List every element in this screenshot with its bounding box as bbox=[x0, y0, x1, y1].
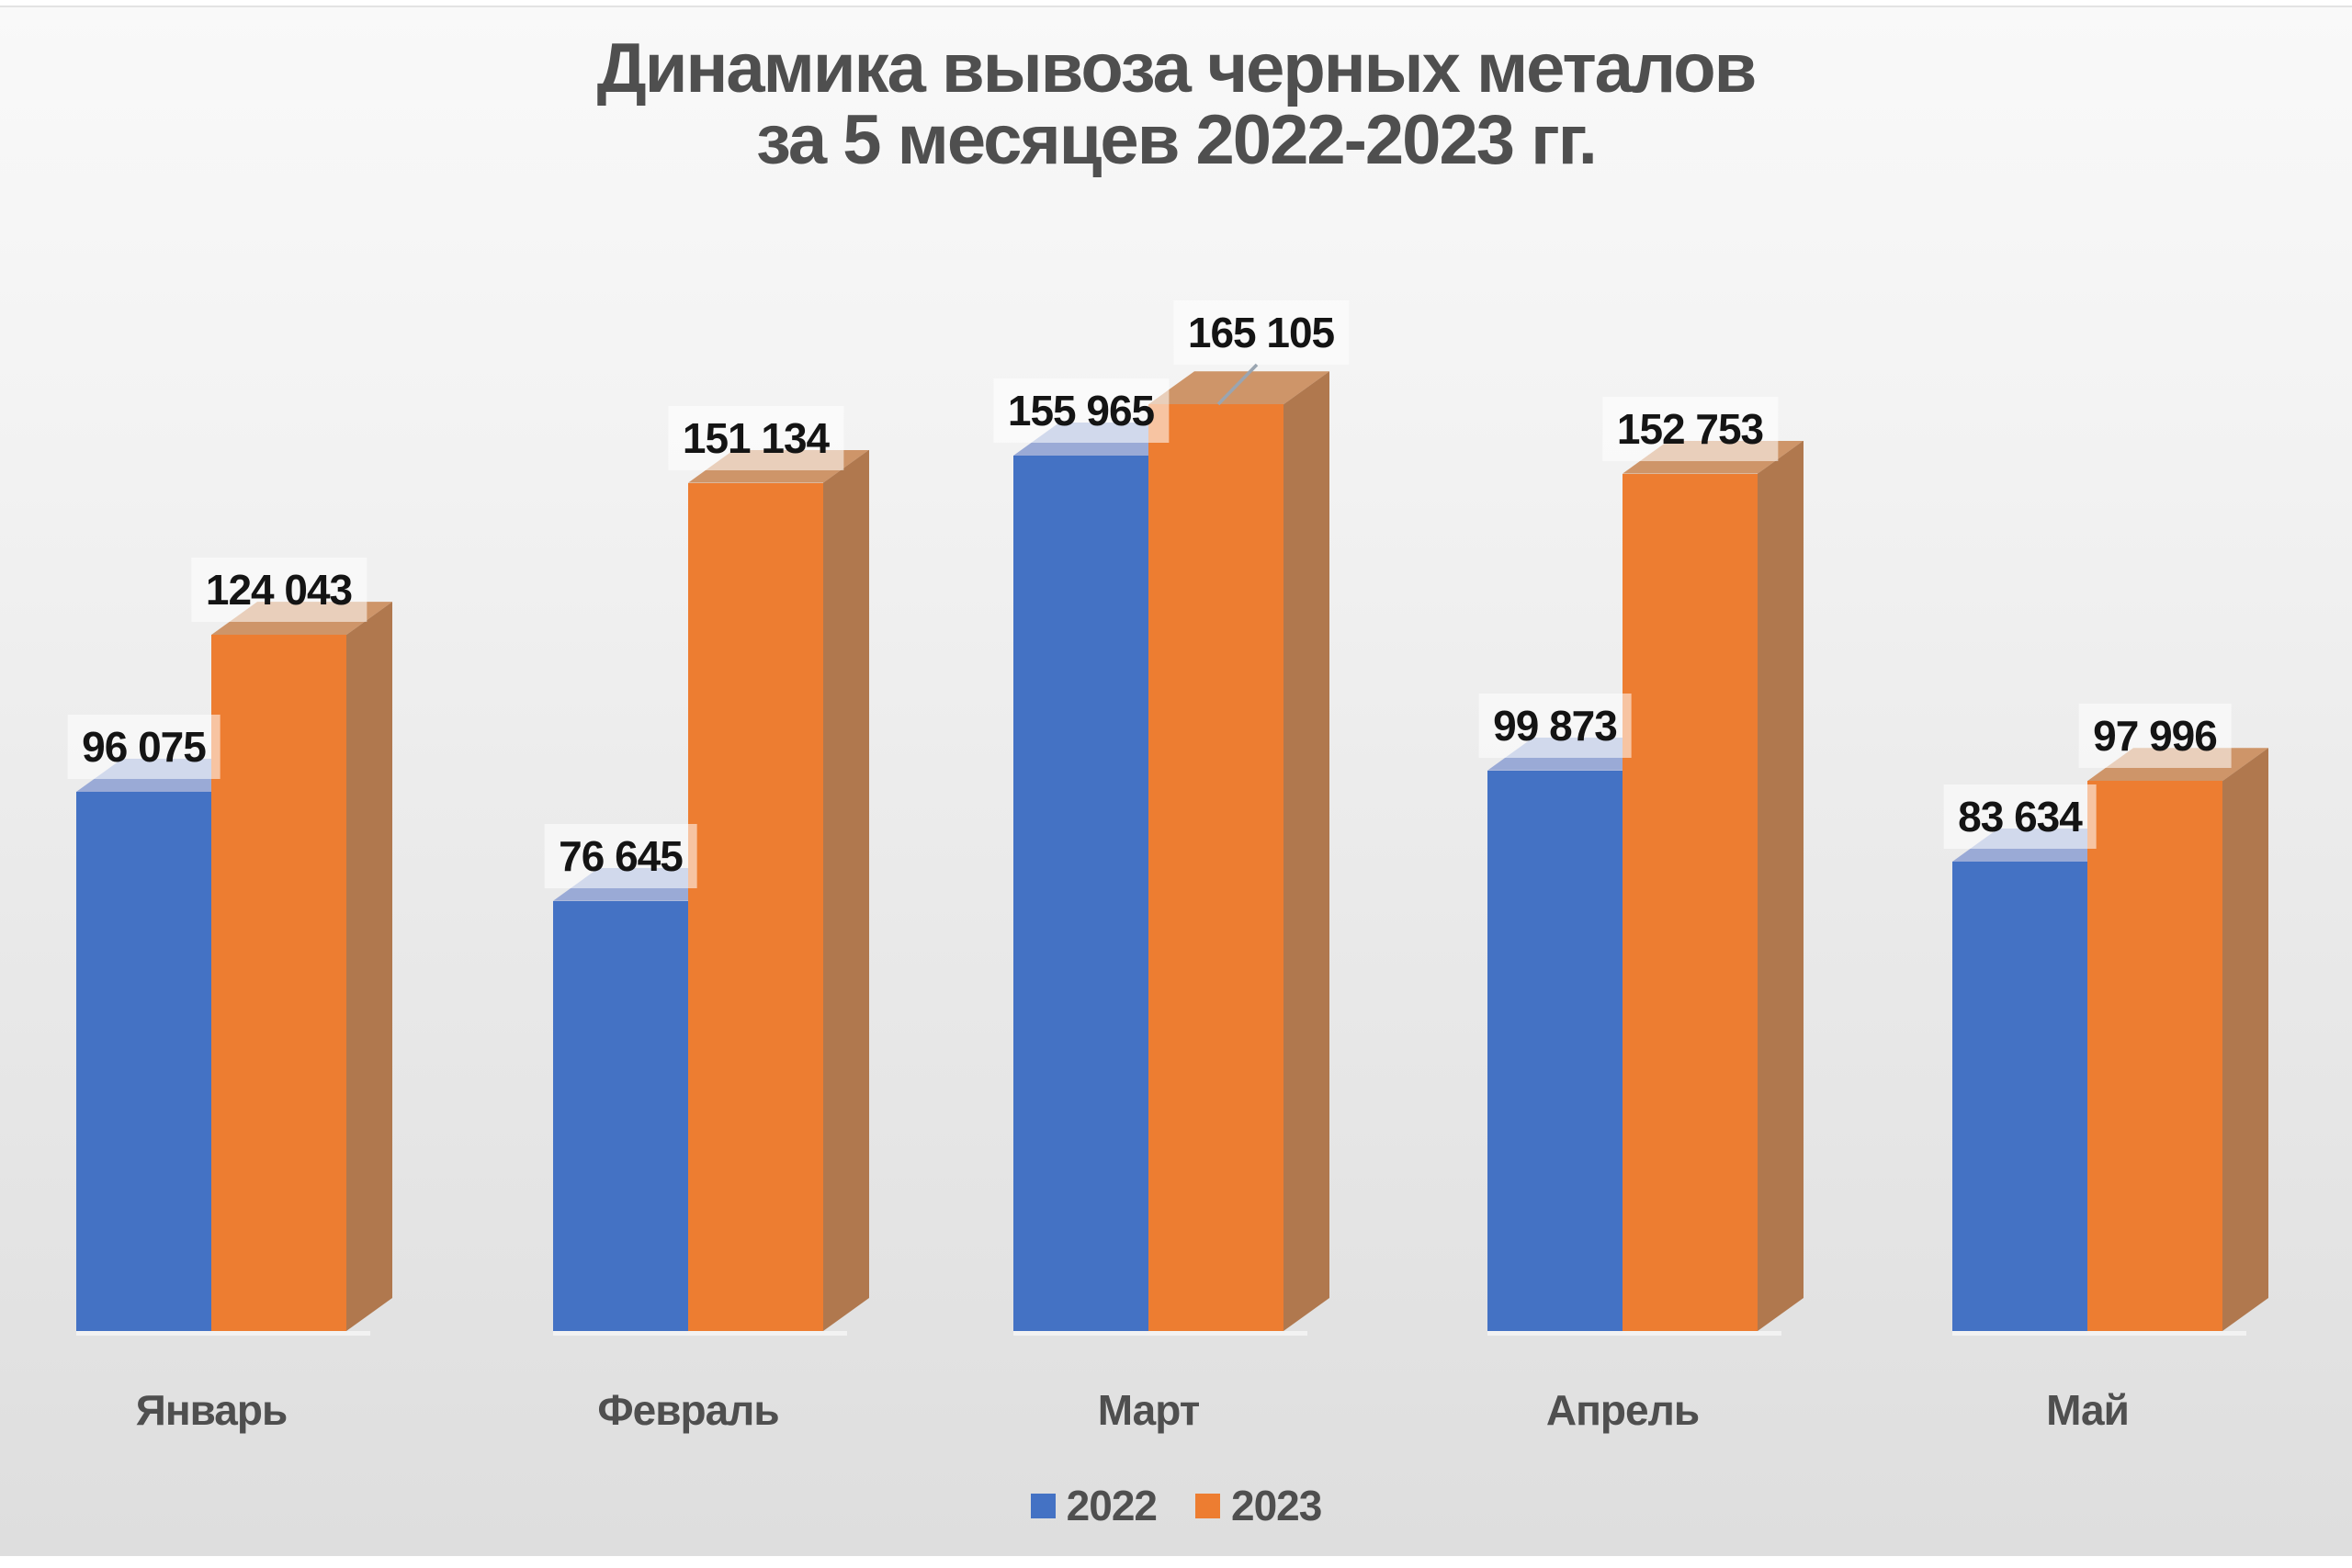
chart-title-line2: за 5 месяцев 2022-2023 гг. bbox=[756, 100, 1598, 179]
floor-shadow-Февраль bbox=[553, 1331, 847, 1336]
bar-2023-Май bbox=[2087, 781, 2222, 1331]
legend-label-2023: 2023 bbox=[1231, 1482, 1322, 1529]
category-label-Февраль: Февраль bbox=[597, 1386, 779, 1434]
bar-side-face-2023-Январь bbox=[346, 602, 392, 1331]
category-label-Март: Март bbox=[1097, 1386, 1200, 1434]
category-label-Январь: Январь bbox=[135, 1386, 288, 1434]
bar-2023-Январь bbox=[211, 635, 346, 1331]
category-label-Май: Май bbox=[2046, 1386, 2130, 1434]
category-label-Апрель: Апрель bbox=[1545, 1386, 1700, 1434]
bar-2022-Март bbox=[1013, 456, 1148, 1331]
data-label-2023-Май: 97 996 bbox=[2078, 704, 2232, 769]
bar-2023-Февраль bbox=[688, 482, 823, 1331]
bar-2023-Апрель bbox=[1623, 473, 1758, 1331]
data-label-2022-Март: 155 965 bbox=[992, 378, 1170, 444]
legend-swatch-2023 bbox=[1195, 1493, 1220, 1518]
bar-side-face-2023-Апрель bbox=[1758, 441, 1804, 1331]
legend-entry-2022: 2022 bbox=[1030, 1481, 1158, 1530]
bar-side-face-2023-Февраль bbox=[823, 450, 869, 1331]
leader-line bbox=[1216, 363, 1259, 406]
bar-2022-Апрель bbox=[1487, 770, 1623, 1331]
floor-shadow-Апрель bbox=[1487, 1331, 1781, 1336]
legend-swatch-2022 bbox=[1030, 1493, 1056, 1518]
data-label-2023-Апрель: 152 753 bbox=[1601, 396, 1779, 461]
chart-panel: Динамика вывоза черных металов за 5 меся… bbox=[0, 6, 2352, 1556]
chart-title: Динамика вывоза черных металов за 5 меся… bbox=[0, 33, 2352, 175]
data-label-2022-Февраль: 76 645 bbox=[544, 823, 697, 888]
bar-2023-Март bbox=[1148, 404, 1283, 1331]
data-label-2023-Январь: 124 043 bbox=[190, 558, 368, 623]
bar-2022-Январь bbox=[76, 791, 211, 1331]
chart-title-line1: Динамика вывоза черных металов bbox=[596, 29, 1758, 107]
data-label-2023-Март: 165 105 bbox=[1172, 300, 1350, 366]
legend-entry-2023: 2023 bbox=[1195, 1481, 1322, 1530]
bar-2022-Февраль bbox=[553, 900, 688, 1331]
bar-side-face-2023-Март bbox=[1283, 371, 1329, 1331]
legend-label-2022: 2022 bbox=[1066, 1482, 1158, 1529]
bar-2022-Май bbox=[1952, 861, 2087, 1331]
data-label-2023-Февраль: 151 134 bbox=[667, 405, 844, 470]
data-label-2022-Апрель: 99 873 bbox=[1478, 693, 1632, 758]
data-label-2022-Май: 83 634 bbox=[1943, 784, 2097, 849]
floor-shadow-Январь bbox=[76, 1331, 370, 1336]
floor-shadow-Май bbox=[1952, 1331, 2246, 1336]
bar-side-face-2023-Май bbox=[2222, 748, 2268, 1331]
floor-shadow-Март bbox=[1013, 1331, 1307, 1336]
legend: 2022 2023 bbox=[0, 1481, 2352, 1530]
data-label-2022-Январь: 96 075 bbox=[67, 714, 220, 779]
